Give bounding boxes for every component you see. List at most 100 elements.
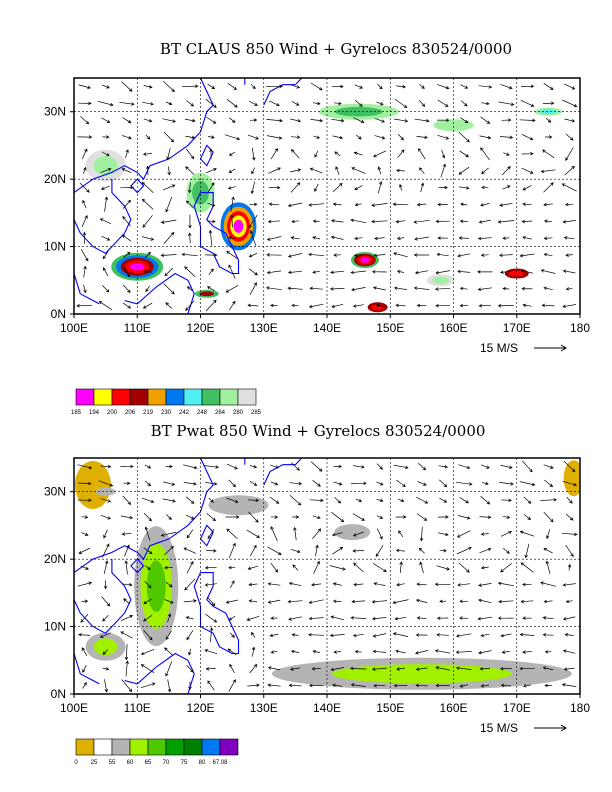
colorbar-label: 65 — [145, 760, 152, 766]
wind-arrow — [308, 683, 324, 688]
wind-arrow — [501, 118, 512, 122]
wind-arrow — [521, 286, 533, 291]
wind-arrow — [251, 147, 256, 161]
wind-arrow — [142, 269, 152, 274]
coastline-2 — [74, 273, 100, 305]
wind-arrow — [309, 286, 323, 291]
wind-arrow — [562, 99, 578, 108]
wind-arrow — [543, 83, 554, 91]
x-tick-label: 160E — [439, 701, 467, 715]
coastline-8 — [130, 178, 145, 194]
wind-arrow — [437, 134, 450, 140]
x-tick-label: 150E — [376, 321, 404, 335]
wind-arrow — [102, 667, 110, 671]
wind-arrow — [499, 270, 512, 274]
y-tick-label: 30N — [44, 485, 66, 499]
wind-arrow — [250, 181, 255, 195]
y-tick-label: 30N — [44, 105, 66, 119]
wind-arrow — [100, 464, 112, 469]
wind-arrow — [270, 515, 279, 519]
wind-arrow — [83, 166, 87, 174]
wind-arrow — [121, 168, 132, 174]
wind-arrow — [373, 563, 387, 573]
wind-arrow — [308, 252, 325, 257]
wind-arrow — [416, 202, 427, 207]
wind-arrow — [519, 481, 536, 487]
wind-arrow — [414, 650, 429, 655]
wind-arrow — [226, 463, 238, 470]
wind-arrow — [521, 151, 534, 156]
wind-arrow — [125, 660, 129, 677]
wind-arrow — [498, 101, 515, 106]
wind-arrow — [78, 101, 92, 106]
wind-arrow — [414, 270, 429, 275]
wind-arrow — [167, 679, 172, 693]
wind-arrow — [353, 465, 365, 469]
coastline-0 — [74, 78, 214, 194]
x-tick-label: 100E — [60, 701, 88, 715]
wind-arrow — [206, 116, 217, 124]
wind-arrow — [315, 544, 319, 557]
wind-arrow — [203, 465, 220, 469]
wind-arrow — [373, 253, 386, 258]
wind-arrow — [435, 666, 450, 671]
wind-arrow — [140, 648, 155, 656]
wind-arrow — [165, 101, 173, 106]
wind-arrow — [353, 253, 363, 258]
wind-arrow — [144, 526, 151, 541]
wind-arrow — [375, 544, 384, 558]
wind-arrow — [288, 683, 302, 688]
wind-arrow — [500, 683, 512, 688]
wind-arrow — [477, 616, 493, 621]
wind-arrow — [351, 167, 366, 174]
wind-arrow — [478, 85, 493, 89]
wind-arrow — [478, 583, 492, 587]
wind-arrow — [480, 496, 491, 505]
colorbar-swatch — [201, 388, 221, 406]
shaded-region-10 — [539, 109, 557, 115]
wind-arrow — [249, 465, 258, 469]
wind-arrow — [497, 304, 515, 308]
wind-arrow — [80, 116, 90, 125]
wind-arrow — [164, 566, 174, 570]
wind-arrow — [270, 562, 279, 573]
wind-arrow — [312, 219, 320, 223]
wind-arrow — [330, 615, 345, 621]
wind-arrow — [565, 599, 573, 604]
wind-arrow — [523, 496, 532, 504]
panel-2-title: BT Pwat 850 Wind + Gyrelocs 830524/0000 — [150, 422, 486, 440]
wind-arrow — [188, 214, 192, 229]
wind-arrow — [562, 616, 576, 621]
wind-arrow — [564, 118, 576, 123]
colorbar-swatch — [75, 388, 95, 406]
wind-arrow — [207, 83, 216, 90]
wind-arrow — [165, 661, 173, 677]
wind-arrow — [542, 633, 554, 637]
wind-arrow — [102, 649, 109, 655]
wind-arrow — [79, 182, 90, 193]
wind-arrow — [308, 616, 324, 621]
coastline-1 — [74, 559, 132, 634]
wind-arrow — [416, 582, 427, 586]
wind-arrow — [499, 253, 513, 258]
wind-arrow — [308, 633, 325, 637]
wind-arrow — [103, 529, 108, 539]
wind-arrow — [206, 286, 215, 292]
wind-arrow — [290, 182, 301, 193]
wind-arrow — [226, 528, 238, 539]
wind-arrow — [249, 230, 257, 246]
x-tick-label: 120E — [186, 701, 214, 715]
wind-arrow — [122, 495, 132, 505]
wind-arrow — [103, 560, 109, 575]
wind-arrow — [396, 667, 405, 671]
wind-arrow — [349, 666, 367, 671]
wind-arrow — [564, 633, 574, 637]
wind-arrow — [140, 682, 156, 689]
wind-arrow — [311, 667, 321, 671]
wind-arrow — [267, 219, 281, 224]
wind-arrow — [78, 633, 91, 637]
wind-arrow — [288, 581, 302, 587]
wind-arrow — [479, 135, 492, 140]
wind-arrow — [207, 135, 215, 139]
wind-arrow — [229, 632, 235, 638]
